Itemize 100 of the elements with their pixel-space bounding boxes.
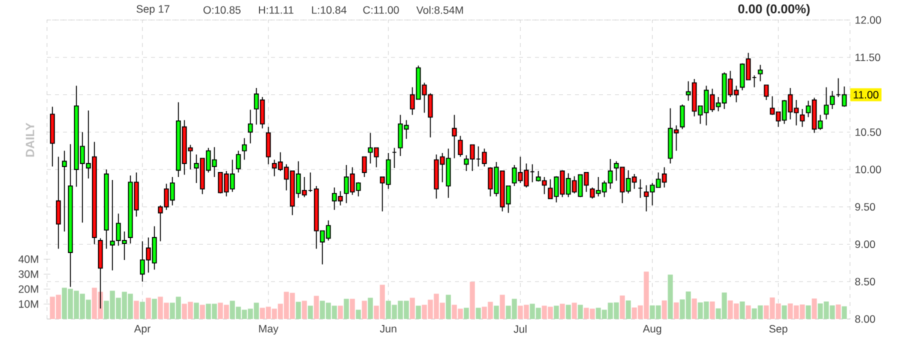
candlestick: [272, 159, 277, 177]
text: C:11.00: [363, 6, 399, 14]
y-tick-label: 12.00: [856, 16, 881, 24]
candlestick: [362, 156, 367, 178]
candlestick: [212, 146, 217, 178]
bar: [446, 294, 451, 319]
candlestick: [578, 174, 583, 198]
bar: [356, 310, 361, 319]
bar: [782, 305, 787, 319]
y-tick-label: 10.50: [856, 128, 881, 136]
candlestick: [800, 108, 805, 128]
candlestick: [470, 144, 475, 172]
y-tick-label: 11.50: [856, 54, 880, 62]
candlestick: [254, 88, 259, 126]
candlestick: [518, 156, 523, 184]
bar: [812, 298, 817, 319]
text: 0.00 (0.00%): [738, 4, 810, 16]
x-tick-label: Aug: [642, 325, 662, 335]
candlestick: [590, 186, 595, 200]
candlestick: [668, 108, 673, 164]
candlestick: [692, 78, 697, 117]
bar: [842, 306, 847, 319]
bar: [302, 300, 307, 319]
candlestick: [536, 170, 541, 182]
candlestick: [812, 97, 817, 134]
bar: [578, 304, 583, 319]
bar: [572, 302, 577, 319]
candlestick: [248, 109, 253, 144]
candlestick: [128, 175, 133, 244]
bar: [410, 298, 415, 319]
candlestick: [722, 72, 727, 110]
candlestick: [338, 190, 343, 206]
bar: [134, 300, 139, 319]
y-tick-label: 8.00: [855, 315, 876, 323]
candlestick: [548, 178, 553, 200]
candlestick: [104, 169, 109, 250]
x-tick-label: May: [259, 325, 278, 335]
bar: [140, 302, 145, 319]
candlestick: [596, 176, 601, 197]
y2-tick-label: 30M: [18, 270, 38, 278]
x-tick-label: Jun: [380, 325, 396, 332]
x-tick-label: Apr: [134, 325, 151, 335]
candlestick: [434, 154, 439, 200]
bar: [746, 305, 751, 319]
candlestick: [116, 213, 121, 246]
candlestick: [110, 179, 115, 271]
candlestick: [62, 150, 67, 232]
bar: [806, 305, 811, 319]
y2-tick-label: 40M: [18, 255, 38, 263]
bar: [740, 302, 745, 319]
candlestick: [824, 86, 829, 120]
bar: [710, 302, 715, 319]
candlestick: [56, 156, 61, 250]
text: L:10.84: [312, 6, 346, 14]
bar: [200, 304, 205, 319]
y-tick-label: 10.00: [856, 166, 881, 174]
bar: [500, 294, 505, 319]
candlestick: [218, 172, 223, 194]
candlestick: [332, 186, 337, 210]
candlestick: [764, 84, 769, 100]
bar: [152, 298, 157, 319]
bar: [464, 308, 469, 319]
candlestick: [266, 126, 271, 165]
candlestick: [788, 88, 793, 120]
bar: [554, 306, 559, 319]
candlestick: [482, 148, 487, 167]
candlestick: [458, 135, 463, 158]
candlestick: [704, 85, 709, 126]
candlestick: [68, 144, 73, 288]
candlestick: [152, 226, 157, 270]
candlestick: [680, 104, 685, 130]
candlestick: [140, 240, 145, 282]
candlestick: [170, 176, 175, 206]
x-tick-label: Sep: [769, 325, 788, 335]
text: DAILY: [26, 122, 34, 157]
bar: [368, 298, 373, 319]
candlestick: [224, 170, 229, 197]
bar: [626, 300, 631, 319]
annotation: 11.00: [854, 90, 878, 99]
x-tick-label: Jul: [514, 325, 526, 333]
candlestick: [242, 138, 247, 160]
candlestick: [230, 159, 235, 192]
candlestick: [176, 102, 181, 178]
bar: [350, 298, 355, 319]
candlestick: [74, 85, 79, 188]
bar: [662, 300, 667, 319]
candlestick: [344, 164, 349, 204]
bar: [146, 298, 151, 319]
candlestick: [236, 150, 241, 173]
bar: [560, 304, 565, 319]
y-tick-label: 8.50: [855, 278, 876, 286]
candlestick: [740, 62, 745, 91]
bar: [620, 296, 625, 319]
text: O:10.85: [204, 6, 241, 14]
candlestick: [446, 148, 451, 198]
candlestick: [566, 172, 571, 198]
y-tick-label: 9.50: [855, 203, 876, 211]
y-tick-label: 9.00: [855, 240, 876, 248]
bar: [344, 298, 349, 319]
bar: [566, 304, 571, 319]
